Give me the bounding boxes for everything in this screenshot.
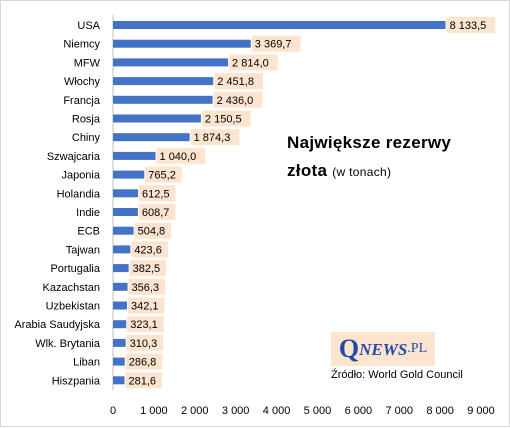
category-label: Szwajcaria	[47, 151, 101, 163]
value-label-bg	[156, 147, 206, 164]
value-label: 3 369,7	[255, 39, 292, 51]
bar	[113, 95, 213, 104]
value-label: 323,1	[130, 319, 158, 331]
qnews-logo: Q NEWS .PL	[331, 332, 435, 366]
x-tick-label: 9 000	[467, 405, 495, 417]
value-label-bg	[251, 35, 301, 52]
x-tick-label: 8 000	[426, 405, 454, 417]
category-label: Tajwan	[66, 244, 100, 256]
bar	[113, 21, 446, 29]
category-label: Japonia	[61, 170, 100, 182]
value-label-bg	[127, 316, 164, 333]
x-tick-label: 4 000	[263, 405, 291, 417]
value-label-bg	[213, 91, 263, 108]
category-label: Arabia Saudyjska	[14, 319, 100, 331]
bar	[113, 226, 134, 235]
value-label: 765,2	[148, 170, 176, 182]
value-label-bg	[201, 110, 251, 127]
value-label: 504,8	[138, 226, 166, 238]
x-tick-label: 5 000	[304, 405, 332, 417]
value-label: 608,7	[142, 207, 170, 219]
category-label: Wlk. Brytania	[35, 338, 101, 350]
bar	[113, 357, 125, 366]
category-label: Indie	[76, 207, 100, 219]
value-label-bg	[138, 204, 176, 220]
category-label: Hiszpania	[52, 375, 101, 387]
value-label-bg	[214, 73, 263, 90]
bar	[113, 58, 229, 67]
value-label-bg	[127, 297, 165, 314]
category-label: Włochy	[64, 76, 101, 88]
category-label: Niemcy	[63, 39, 100, 51]
value-label-bg	[134, 222, 172, 239]
value-label-bg	[125, 372, 163, 389]
value-label-bg	[145, 166, 182, 183]
x-tick-label: 2 000	[181, 405, 209, 417]
bar	[113, 208, 138, 216]
bar	[113, 282, 128, 291]
value-label: 310,3	[130, 338, 158, 350]
value-label: 281,6	[129, 375, 157, 387]
value-label: 382,5	[133, 263, 161, 275]
value-label-bg	[446, 17, 496, 33]
category-label: ECB	[77, 226, 100, 238]
value-label: 286,8	[129, 357, 157, 369]
value-label: 1 040,0	[160, 151, 197, 163]
value-label-bg	[190, 129, 240, 146]
category-label: Kazachstan	[43, 282, 100, 294]
category-label: MFW	[74, 57, 101, 69]
category-label: Portugalia	[50, 263, 100, 275]
bar	[113, 170, 145, 179]
x-tick-label: 7 000	[385, 405, 413, 417]
bar	[113, 133, 190, 142]
bar	[113, 320, 127, 329]
value-label-bg	[126, 334, 164, 351]
bar	[113, 151, 156, 160]
value-label-bg	[139, 185, 176, 202]
value-label-bg	[128, 278, 166, 295]
value-label: 356,3	[132, 282, 160, 294]
value-label: 2 451,8	[217, 76, 254, 88]
bar	[113, 189, 139, 198]
category-label: Uzbekistan	[46, 301, 100, 313]
chart-title: Największe rezerwy złota (w tonach)	[287, 129, 487, 186]
bar	[113, 245, 131, 254]
bar	[113, 301, 127, 310]
x-tick-label: 1 000	[140, 405, 168, 417]
value-label: 2 436,0	[217, 95, 254, 107]
x-tick-label: 0	[110, 405, 116, 417]
value-label-bg	[131, 241, 168, 258]
bar	[113, 114, 201, 123]
value-label-bg	[129, 260, 167, 277]
x-tick-label: 6 000	[345, 405, 373, 417]
x-tick-label: 3 000	[222, 405, 250, 417]
value-label: 423,6	[134, 244, 162, 256]
category-label: Rosja	[72, 114, 101, 126]
value-label: 8 133,5	[450, 20, 487, 32]
bar	[113, 77, 214, 86]
bar	[113, 39, 251, 48]
bar	[113, 338, 126, 347]
value-label: 612,5	[142, 188, 170, 200]
category-label: Chiny	[72, 132, 101, 144]
bar	[113, 264, 129, 273]
chart-title-line1: Największe rezerwy	[287, 133, 452, 152]
category-label: USA	[77, 20, 100, 32]
source-note: Źródło: World Gold Council	[331, 369, 463, 381]
value-label: 2 150,5	[205, 114, 242, 126]
value-label-bg	[229, 54, 278, 71]
chart-title-line2: złota	[287, 161, 328, 180]
unit-note: (w tonach)	[332, 165, 392, 179]
category-label: Francja	[63, 95, 101, 107]
category-label: Liban	[73, 357, 100, 369]
category-label: Holandia	[57, 188, 101, 200]
value-label-bg	[125, 353, 163, 370]
value-label: 342,1	[131, 301, 159, 313]
value-label: 1 874,3	[194, 132, 231, 144]
value-label: 2 814,0	[232, 57, 269, 69]
bar	[113, 376, 125, 385]
